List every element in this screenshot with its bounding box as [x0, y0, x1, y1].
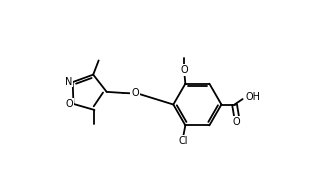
Text: N: N — [65, 77, 73, 87]
Text: O: O — [181, 65, 188, 75]
Text: Cl: Cl — [179, 136, 188, 146]
Text: O: O — [65, 99, 73, 109]
Text: O: O — [233, 117, 241, 127]
Text: O: O — [131, 88, 139, 98]
Text: OH: OH — [246, 92, 261, 102]
